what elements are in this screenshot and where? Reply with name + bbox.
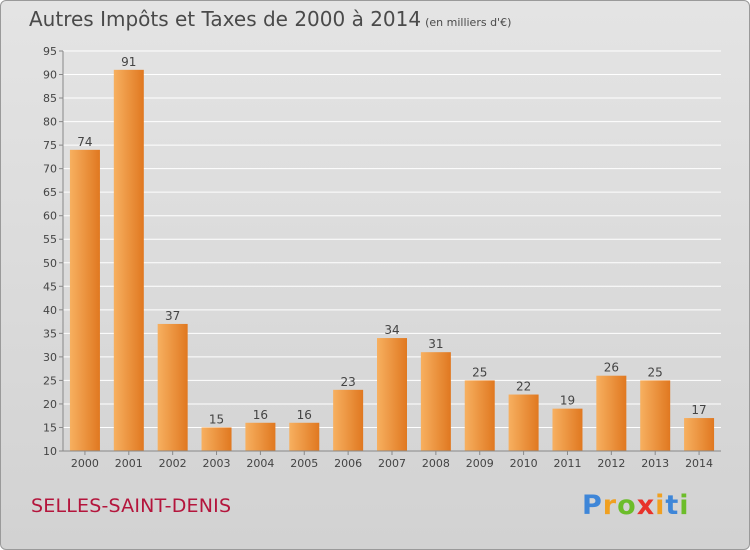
data-label: 15 xyxy=(209,412,224,426)
data-label: 23 xyxy=(340,375,355,389)
x-tick-label: 2007 xyxy=(378,457,406,470)
bar xyxy=(377,338,407,451)
y-tick-label: 30 xyxy=(43,351,57,364)
x-tick-label: 2009 xyxy=(466,457,494,470)
x-tick-label: 2004 xyxy=(246,457,274,470)
y-tick-label: 45 xyxy=(43,280,57,293)
y-tick-label: 90 xyxy=(43,69,57,82)
y-axis: 10 15 20 25 30 35 40 45 50 55 60 65 70 75 80 85 90 95 xyxy=(43,45,64,458)
bar xyxy=(245,422,276,451)
y-tick-label: 75 xyxy=(43,139,57,152)
title-unit: (en milliers d'€) xyxy=(425,16,512,29)
x-tick-label: 2012 xyxy=(597,457,625,470)
data-label: 17 xyxy=(691,403,706,417)
proxiti-logo: Proxiti xyxy=(582,490,690,521)
bar xyxy=(684,418,715,451)
x-tick-label: 2014 xyxy=(685,457,713,470)
logo-letter: r xyxy=(602,490,618,521)
x-axis: 2000 2001 2002 2003 2004 2005 2006 2007 2008 2009… xyxy=(63,450,721,470)
data-label: 25 xyxy=(648,365,663,379)
logo-letter: o xyxy=(617,490,637,521)
bar xyxy=(596,375,627,451)
y-tick-label: 15 xyxy=(43,421,57,434)
y-tick-label: 40 xyxy=(43,304,57,317)
y-tick-label: 20 xyxy=(43,398,57,411)
data-label: 74 xyxy=(77,135,92,149)
logo-letter: i xyxy=(679,490,690,521)
bar xyxy=(333,389,364,451)
bars xyxy=(69,69,715,451)
x-tick-label: 2013 xyxy=(641,457,669,470)
logo-letter: P xyxy=(582,490,603,521)
commune-name: SELLES-SAINT-DENIS xyxy=(31,495,232,517)
x-tick-label: 2000 xyxy=(71,457,99,470)
title-text: Autres Impôts et Taxes de 2000 à 2014 xyxy=(29,7,422,31)
bar xyxy=(640,380,671,451)
bar xyxy=(289,422,320,451)
x-tick-label: 2005 xyxy=(290,457,318,470)
bar xyxy=(69,149,100,451)
y-tick-label: 65 xyxy=(43,186,57,199)
data-label: 16 xyxy=(297,408,312,422)
y-tick-label: 70 xyxy=(43,163,57,176)
x-tick-label: 2011 xyxy=(553,457,581,470)
y-tick-label: 10 xyxy=(43,445,57,458)
data-label: 91 xyxy=(121,55,136,69)
y-tick-label: 80 xyxy=(43,116,57,129)
x-tick-label: 2002 xyxy=(159,457,187,470)
y-tick-label: 95 xyxy=(43,45,57,58)
data-label: 31 xyxy=(428,337,443,351)
x-tick-label: 2008 xyxy=(422,457,450,470)
bar xyxy=(508,394,539,451)
y-tick-label: 60 xyxy=(43,210,57,223)
bar xyxy=(420,352,451,451)
bar xyxy=(464,380,495,451)
y-tick-label: 85 xyxy=(43,92,57,105)
bar xyxy=(157,323,188,451)
y-tick-label: 25 xyxy=(43,374,57,387)
y-tick-label: 35 xyxy=(43,327,57,340)
x-tick-label: 2010 xyxy=(510,457,538,470)
bar xyxy=(552,408,583,451)
data-labels: 74 91 37 15 16 16 23 34 31 25 22 19 26 25 17 xyxy=(77,55,706,427)
chart-title: Autres Impôts et Taxes de 2000 à 2014 (en… xyxy=(29,7,511,31)
y-tick-label: 55 xyxy=(43,233,57,246)
x-tick-label: 2001 xyxy=(115,457,143,470)
data-label: 25 xyxy=(472,365,487,379)
bar xyxy=(113,69,144,451)
y-tick-label: 50 xyxy=(43,257,57,270)
data-label: 22 xyxy=(516,380,531,394)
data-label: 34 xyxy=(384,323,399,337)
logo-letter: i xyxy=(655,490,666,521)
logo-letter: x xyxy=(636,490,656,521)
logo-letter: t xyxy=(665,490,680,521)
x-tick-label: 2003 xyxy=(203,457,231,470)
data-label: 19 xyxy=(560,394,575,408)
bar xyxy=(201,427,232,451)
data-label: 37 xyxy=(165,309,180,323)
x-tick-label: 2006 xyxy=(334,457,362,470)
data-label: 16 xyxy=(253,408,268,422)
data-label: 26 xyxy=(604,361,619,375)
